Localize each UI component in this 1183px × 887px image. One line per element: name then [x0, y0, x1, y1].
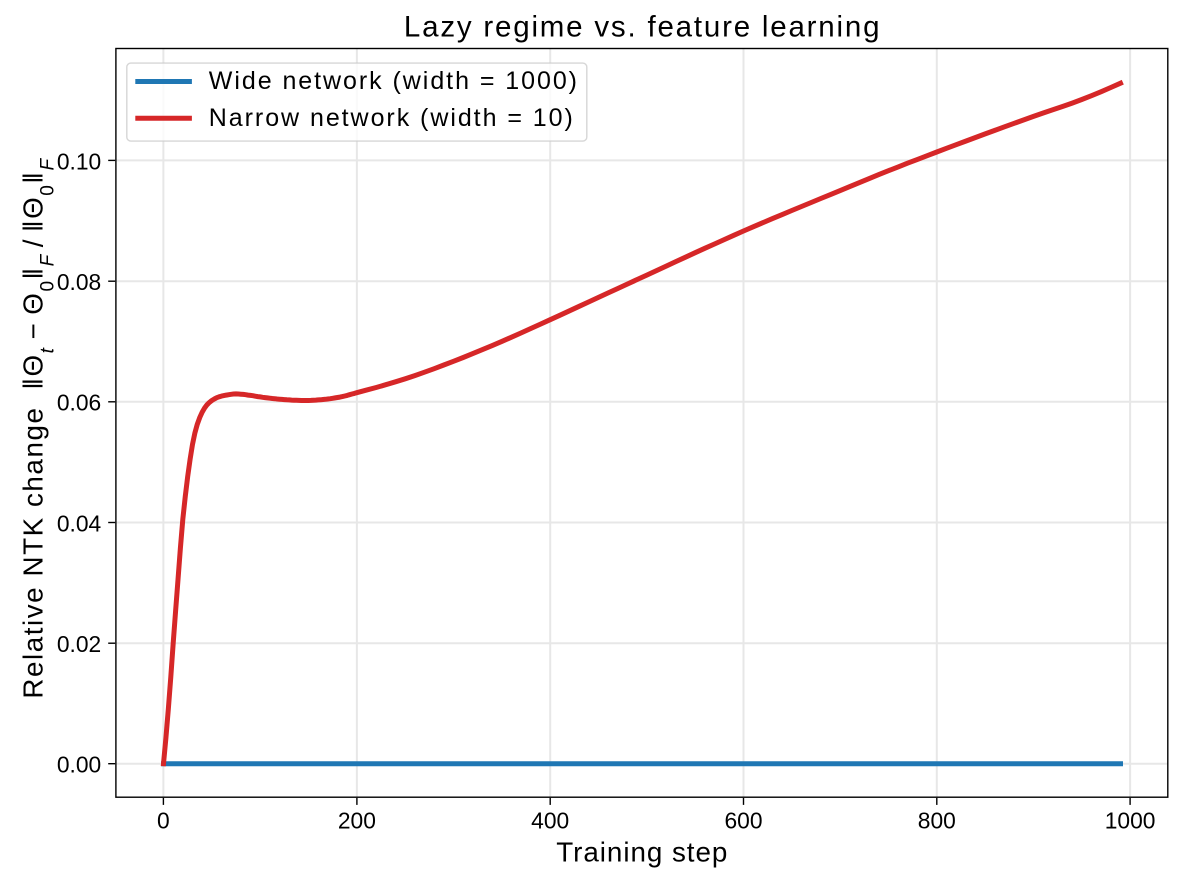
- svg-text:0.02: 0.02: [57, 631, 101, 657]
- svg-text:Wide network (width = 1000): Wide network (width = 1000): [209, 67, 579, 95]
- svg-text:600: 600: [724, 808, 762, 834]
- svg-text:0.10: 0.10: [57, 148, 101, 174]
- svg-text:0.04: 0.04: [57, 510, 102, 536]
- svg-text:Lazy regime vs. feature learni: Lazy regime vs. feature learning: [404, 10, 881, 43]
- svg-text:0.00: 0.00: [57, 752, 101, 778]
- svg-text:400: 400: [531, 808, 569, 834]
- svg-text:200: 200: [338, 808, 376, 834]
- svg-text:800: 800: [918, 808, 956, 834]
- svg-text:0.06: 0.06: [57, 390, 101, 416]
- svg-text:Training step: Training step: [556, 836, 728, 867]
- svg-text:1000: 1000: [1105, 808, 1156, 834]
- svg-text:0.08: 0.08: [57, 269, 101, 295]
- svg-text:0: 0: [157, 808, 170, 834]
- svg-text:Narrow network (width = 10): Narrow network (width = 10): [209, 104, 575, 132]
